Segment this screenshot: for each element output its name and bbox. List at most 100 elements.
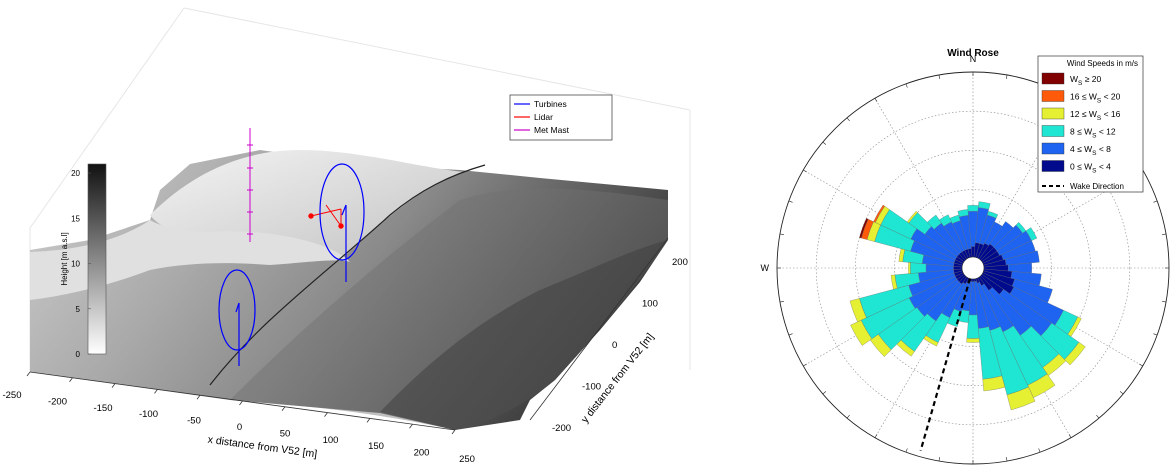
rose-bar-segment <box>908 262 911 274</box>
rose-tick <box>846 117 850 122</box>
x-tick-label: 150 <box>368 441 384 452</box>
legend-wake-direction: Wake Direction <box>1070 182 1124 191</box>
rose-bar-segment <box>890 274 898 290</box>
legend-bin-label: 4 ≤ WS < 8 <box>1070 144 1111 157</box>
rose-bar-segment <box>1006 386 1036 411</box>
rose-direction-labels: NESW <box>761 54 977 273</box>
legend-swatch <box>1041 142 1065 155</box>
rose-center-hole <box>961 256 985 280</box>
x-tick <box>196 394 201 400</box>
rose-tick <box>1162 301 1167 303</box>
rose-bar-segment <box>1025 227 1038 241</box>
met-mast <box>247 128 253 242</box>
x-tick <box>324 412 328 417</box>
legend-bin-label: 16 ≤ WS < 20 <box>1070 92 1121 105</box>
x-tick <box>154 389 158 394</box>
x-tick <box>111 383 116 388</box>
x-tick-label: 250 <box>459 454 475 465</box>
rose-tick <box>779 233 784 235</box>
rose-bar-segment <box>987 211 999 219</box>
rose-tick <box>788 200 793 203</box>
terrain-surface <box>30 150 668 430</box>
rose-tick <box>938 74 940 79</box>
rose-tick <box>846 414 850 419</box>
y-tick-label: 100 <box>642 299 658 310</box>
rose-bar-segment <box>859 218 869 239</box>
rose-tick <box>1162 233 1167 235</box>
x-tick-label: -50 <box>187 416 201 427</box>
rose-tick <box>1006 74 1008 79</box>
rose-tick <box>1006 457 1008 462</box>
lidar <box>308 204 344 229</box>
x-tick-label: 50 <box>280 428 291 439</box>
rose-bars <box>849 201 1086 411</box>
colorbar-label: Height [m a.s.l] <box>60 232 69 285</box>
y-tick-label: 200 <box>672 257 688 268</box>
rose-tick <box>803 363 807 367</box>
rose-tick <box>938 457 940 462</box>
rose-tick <box>779 301 784 303</box>
x-tick <box>281 406 286 412</box>
rose-bar-segment <box>873 204 885 223</box>
x-tick-label: -250 <box>2 390 21 401</box>
wake-direction-marker <box>919 278 972 451</box>
x-tick <box>239 400 243 406</box>
rose-tick <box>1038 448 1041 453</box>
legend-bin-label: 12 ≤ WS < 16 <box>1070 109 1121 122</box>
x-tick <box>366 418 371 423</box>
legend-bin-label: 0 ≤ WS < 4 <box>1070 162 1111 175</box>
rose-bar-segment <box>939 214 952 227</box>
turbine-1 <box>319 163 365 282</box>
wind-rose-plot: Wind Rose NESW Wind Speeds in m/s WS ≥ 2… <box>761 48 1170 465</box>
legend-bin-label: 8 ≤ WS < 12 <box>1070 127 1116 140</box>
rose-tick <box>905 83 908 88</box>
rose-center <box>961 256 985 280</box>
rose-tick <box>1153 200 1158 203</box>
x-tick <box>26 371 31 377</box>
rose-tick <box>822 141 827 145</box>
colorbar-tick-label: 5 <box>76 305 81 314</box>
rose-tick <box>1119 391 1124 395</box>
x-tick-label: 100 <box>323 435 339 446</box>
rose-bar-segment <box>910 262 927 274</box>
rose-grid-ring <box>815 110 1131 426</box>
legend-swatch <box>1041 90 1065 102</box>
y-tick-label: -200 <box>552 423 571 434</box>
y-tick-label: -100 <box>582 382 601 393</box>
rose-grid-ring <box>855 150 1091 386</box>
colorbar-tick-label: 20 <box>71 169 80 178</box>
turbine-2 <box>218 269 256 366</box>
legend-swatch <box>1041 107 1065 120</box>
rose-tick <box>874 434 878 438</box>
rose-tick <box>788 333 793 336</box>
legend-lidar: Lidar <box>534 112 553 122</box>
rose-bar-segment <box>1064 341 1086 366</box>
legend-met-mast: Met Mast <box>534 125 570 135</box>
rose-title: Wind Rose <box>947 48 999 59</box>
colorbar-tick-label: 0 <box>76 350 81 359</box>
y-axis-label: y distance from V52 [m] <box>579 331 656 425</box>
legend-bin-label: WS ≥ 20 <box>1070 74 1101 87</box>
x-tick <box>69 377 73 383</box>
rose-bar-segment <box>978 201 991 210</box>
rose-tick <box>803 169 807 173</box>
legend-turbines: Turbines <box>534 99 567 109</box>
terrain-legend: Turbines Lidar Met Mast <box>509 94 613 141</box>
rose-bar-segment <box>982 375 1006 392</box>
rose-bar-segment <box>850 319 873 346</box>
rose-bar-segment <box>966 338 980 343</box>
x-tick-label: -200 <box>48 396 67 407</box>
rose-direction-n: N <box>970 54 977 64</box>
x-tick <box>409 423 413 429</box>
x-tick-label: 0 <box>237 422 242 433</box>
x-tick-label: -150 <box>93 403 112 414</box>
rose-bar-segment <box>957 209 969 218</box>
wake-direction-line <box>919 278 972 451</box>
rose-bar-segment <box>1005 250 1040 266</box>
rose-bar-segment <box>927 214 942 230</box>
legend-swatch <box>1041 125 1065 137</box>
rose-bar-segment <box>849 298 867 323</box>
rose-legend-title: Wind Speeds in m/s <box>1067 59 1138 68</box>
x-axis-label: x distance from V52 [m] <box>207 434 318 461</box>
rose-legend: Wind Speeds in m/s WS ≥ 20 16 ≤ WS < 20 12… <box>1037 55 1144 193</box>
